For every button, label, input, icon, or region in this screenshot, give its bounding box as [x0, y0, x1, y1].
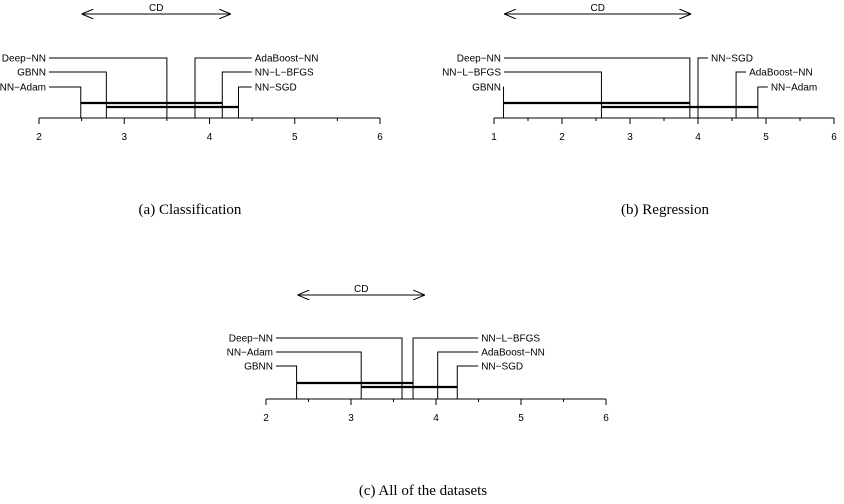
axis-tick-label: 1 — [491, 132, 497, 143]
method-label: Deep−NN — [457, 54, 501, 65]
method-label: Deep−NN — [229, 334, 273, 345]
axis-tick-label: 5 — [763, 132, 769, 143]
method-connector — [49, 71, 107, 118]
axis-tick-label: 2 — [263, 413, 269, 424]
method-label: NN−L−BFGS — [442, 68, 501, 79]
axis-tick-label: 4 — [433, 413, 439, 424]
panel-classification: 2 3 4 5 6 CD Deep−NN GBNN NN−Adam AdaBoost−NN NN−L… — [0, 3, 383, 218]
method-connector — [194, 57, 252, 118]
axis-tick-label: 2 — [559, 132, 565, 143]
axis-tick-label: 3 — [348, 413, 354, 424]
method-connector — [697, 57, 708, 118]
method-label: Deep−NN — [2, 54, 46, 65]
method-label: NN−L−BFGS — [255, 68, 314, 79]
method-label: NN−Adam — [771, 83, 817, 94]
method-label: GBNN — [17, 68, 46, 79]
axis-tick-label: 6 — [377, 132, 383, 143]
method-connector — [504, 57, 691, 118]
method-connector — [412, 337, 479, 399]
method-label: NN−SGD — [255, 83, 297, 94]
axis-tick-label: 4 — [695, 132, 701, 143]
method-label: NN−Adam — [0, 83, 46, 94]
method-label: GBNN — [472, 83, 501, 94]
axis-tick-label: 5 — [292, 132, 298, 143]
cd-label: CD — [149, 3, 163, 14]
panel-regression: 1 2 3 4 5 6 CD Deep−NN NN−L−BFGS GBNN NN−SGD AdaBoo… — [442, 3, 837, 218]
axis-tick-label: 6 — [831, 132, 837, 143]
method-connector — [437, 351, 479, 399]
cd-label: CD — [354, 284, 368, 295]
axis-tick-label: 3 — [627, 132, 633, 143]
axis-tick-label: 2 — [36, 132, 42, 143]
method-label: NN−SGD — [481, 362, 523, 373]
method-label: AdaBoost−NN — [749, 68, 813, 79]
method-connector — [757, 86, 768, 118]
panel-all-datasets: 2 3 4 5 6 CD Deep−NN NN−Adam GBNN NN−L−BFGS AdaBoo… — [227, 284, 610, 499]
method-label: GBNN — [244, 362, 273, 373]
cd-label: CD — [590, 3, 604, 14]
axis-tick-label: 4 — [207, 132, 213, 143]
method-connector — [276, 365, 298, 399]
method-connector — [276, 337, 403, 399]
axis-tick-label: 6 — [603, 413, 609, 424]
panel-caption: (b) Regression — [621, 202, 709, 218]
method-connector — [237, 86, 252, 118]
method-connector — [276, 351, 362, 399]
method-label: NN−Adam — [227, 348, 273, 359]
method-connector — [735, 71, 747, 118]
method-label: NN−SGD — [711, 54, 753, 65]
method-connector — [49, 86, 82, 118]
axis-tick-label: 3 — [121, 132, 127, 143]
panel-caption: (c) All of the datasets — [359, 483, 487, 499]
method-label: AdaBoost−NN — [255, 54, 319, 65]
axis-tick-label: 5 — [518, 413, 524, 424]
method-connector — [456, 365, 479, 399]
method-connector — [221, 71, 252, 118]
method-connector — [49, 57, 168, 118]
panel-caption: (a) Classification — [139, 202, 242, 218]
method-label: AdaBoost−NN — [481, 348, 545, 359]
method-connector — [504, 71, 602, 118]
method-label: NN−L−BFGS — [481, 334, 540, 345]
